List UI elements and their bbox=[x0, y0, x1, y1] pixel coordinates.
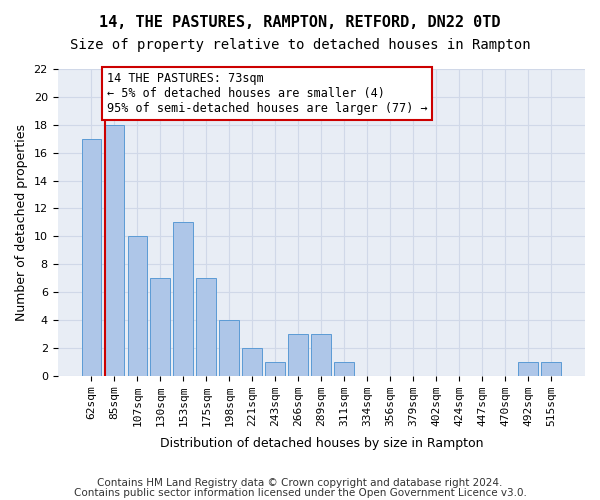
Bar bbox=[220, 320, 239, 376]
Text: Contains public sector information licensed under the Open Government Licence v3: Contains public sector information licen… bbox=[74, 488, 526, 498]
Bar bbox=[196, 278, 216, 376]
Text: Contains HM Land Registry data © Crown copyright and database right 2024.: Contains HM Land Registry data © Crown c… bbox=[97, 478, 503, 488]
Bar bbox=[334, 362, 354, 376]
Bar bbox=[289, 334, 308, 376]
Bar bbox=[518, 362, 538, 376]
Bar bbox=[242, 348, 262, 376]
Bar bbox=[173, 222, 193, 376]
Text: 14, THE PASTURES, RAMPTON, RETFORD, DN22 0TD: 14, THE PASTURES, RAMPTON, RETFORD, DN22… bbox=[99, 15, 501, 30]
Bar bbox=[311, 334, 331, 376]
X-axis label: Distribution of detached houses by size in Rampton: Distribution of detached houses by size … bbox=[160, 437, 483, 450]
Bar bbox=[104, 125, 124, 376]
Bar bbox=[541, 362, 561, 376]
Y-axis label: Number of detached properties: Number of detached properties bbox=[15, 124, 28, 321]
Text: Size of property relative to detached houses in Rampton: Size of property relative to detached ho… bbox=[70, 38, 530, 52]
Bar bbox=[128, 236, 147, 376]
Bar bbox=[151, 278, 170, 376]
Text: 14 THE PASTURES: 73sqm
← 5% of detached houses are smaller (4)
95% of semi-detac: 14 THE PASTURES: 73sqm ← 5% of detached … bbox=[107, 72, 428, 115]
Bar bbox=[82, 138, 101, 376]
Bar bbox=[265, 362, 285, 376]
